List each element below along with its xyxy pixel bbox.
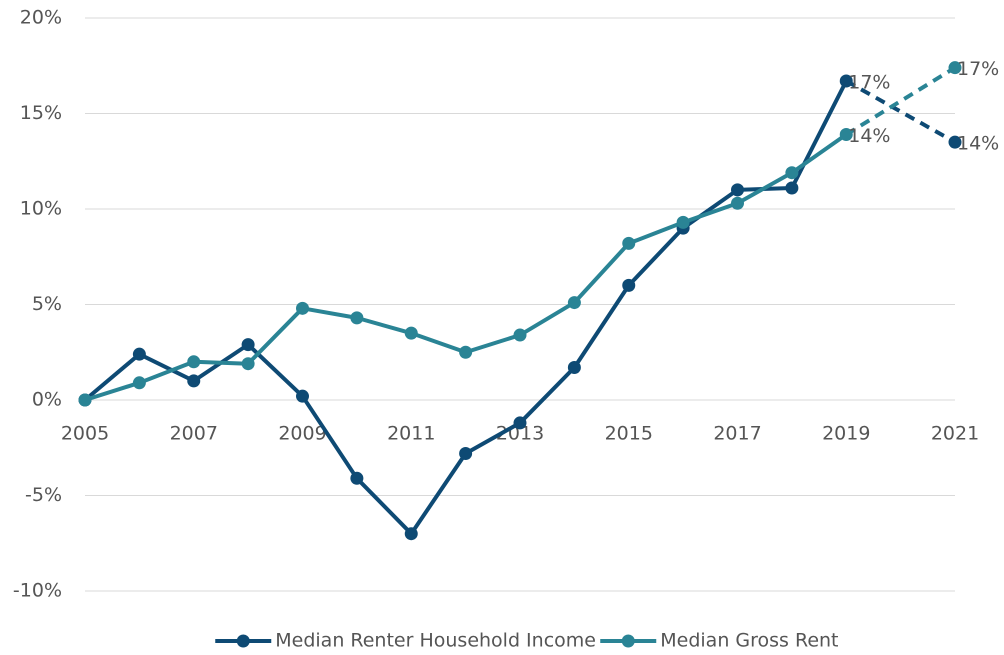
point bbox=[132, 347, 146, 361]
y-tick-label: 20% bbox=[20, 7, 62, 29]
data-label: 17% bbox=[957, 58, 999, 80]
point bbox=[132, 376, 146, 390]
data-label: 17% bbox=[848, 72, 890, 94]
point bbox=[513, 416, 527, 430]
legend-label: Median Gross Rent bbox=[660, 630, 838, 652]
point bbox=[676, 215, 690, 229]
point bbox=[839, 128, 853, 142]
point bbox=[404, 326, 418, 340]
point bbox=[78, 393, 92, 407]
data-label: 14% bbox=[848, 125, 890, 147]
point bbox=[296, 389, 309, 403]
x-tick-label: 2017 bbox=[713, 423, 761, 445]
x-tick-label: 2009 bbox=[278, 423, 326, 445]
point bbox=[948, 135, 962, 149]
point bbox=[459, 345, 473, 359]
point bbox=[731, 196, 744, 210]
y-tick-label: 5% bbox=[32, 293, 62, 315]
point bbox=[839, 74, 853, 88]
point bbox=[622, 278, 636, 292]
point bbox=[785, 181, 799, 195]
legend-marker bbox=[236, 634, 250, 648]
point bbox=[241, 338, 255, 352]
x-tick-label: 2021 bbox=[931, 423, 979, 445]
point bbox=[241, 357, 255, 371]
point bbox=[187, 355, 201, 369]
series-line bbox=[83, 80, 849, 536]
y-tick-label: 0% bbox=[32, 389, 62, 411]
point bbox=[350, 471, 364, 485]
y-tick-label: 10% bbox=[20, 198, 62, 220]
y-tick-label: -10% bbox=[13, 580, 62, 602]
data-label: 14% bbox=[957, 133, 999, 155]
point bbox=[187, 374, 201, 388]
legend-marker bbox=[621, 634, 635, 648]
point bbox=[404, 527, 418, 541]
point bbox=[785, 166, 799, 180]
x-tick-label: 2007 bbox=[170, 423, 218, 445]
point bbox=[622, 236, 636, 250]
projection-line bbox=[845, 79, 956, 144]
y-tick-label: 15% bbox=[20, 102, 62, 124]
x-tick-label: 2019 bbox=[822, 423, 870, 445]
y-tick-label: -5% bbox=[25, 484, 62, 506]
point bbox=[296, 301, 309, 315]
point bbox=[350, 311, 364, 325]
point bbox=[459, 446, 473, 460]
point bbox=[731, 183, 744, 197]
point bbox=[567, 361, 581, 375]
x-tick-label: 2011 bbox=[387, 423, 435, 445]
point bbox=[513, 328, 527, 342]
point bbox=[567, 296, 581, 310]
legend-label: Median Renter Household Income bbox=[275, 630, 596, 652]
x-tick-label: 2005 bbox=[61, 423, 109, 445]
projection-line bbox=[845, 65, 957, 137]
x-tick-label: 2015 bbox=[605, 423, 653, 445]
point bbox=[948, 61, 962, 75]
